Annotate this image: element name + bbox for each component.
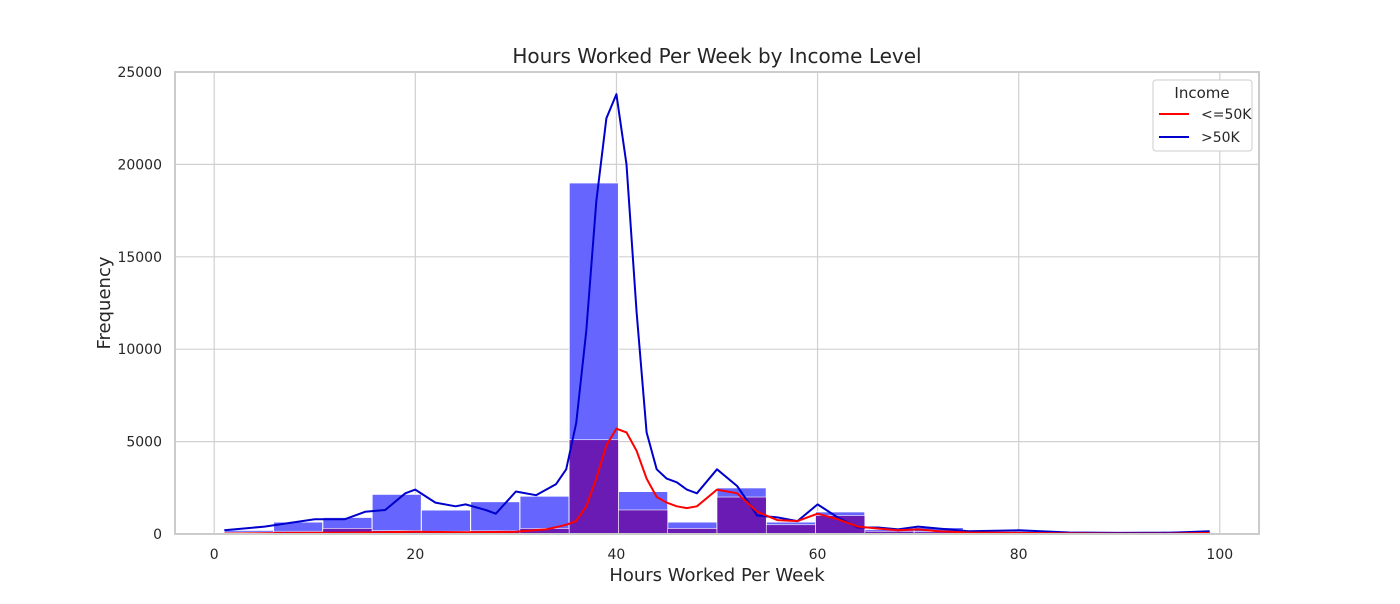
bar-le50k <box>618 510 667 534</box>
x-tick-label: 40 <box>608 547 626 563</box>
x-axis-label: Hours Worked Per Week <box>609 565 825 586</box>
plot-frame <box>175 72 1259 534</box>
bar-gt50k <box>421 510 470 534</box>
bars-layer <box>224 183 1209 534</box>
ticks-layer: 0 20 40 60 80 100 0 5000 10000 15000 20000 25000 <box>117 65 1233 563</box>
kde-line-gt50k <box>224 94 1209 533</box>
x-tick-label: 60 <box>809 547 827 563</box>
y-tick-label: 0 <box>153 527 162 543</box>
y-tick-label: 25000 <box>117 65 162 81</box>
legend: Income <=50K >50K <box>1153 80 1252 151</box>
chart-title: Hours Worked Per Week by Income Level <box>512 44 921 68</box>
y-axis-label: Frequency <box>94 256 115 349</box>
grid-layer <box>175 72 1259 534</box>
x-tick-label: 100 <box>1206 547 1233 563</box>
bar-gt50k <box>471 502 520 534</box>
y-tick-label: 15000 <box>117 250 162 266</box>
legend-label-gt50k: >50K <box>1201 130 1241 146</box>
y-tick-label: 20000 <box>117 157 162 173</box>
bar-le50k <box>766 525 815 534</box>
legend-title: Income <box>1174 84 1229 102</box>
y-tick-label: 10000 <box>117 342 162 358</box>
y-tick-label: 5000 <box>126 435 162 451</box>
kde-layer <box>224 94 1209 533</box>
x-tick-label: 20 <box>406 547 424 563</box>
x-tick-label: 0 <box>210 547 219 563</box>
x-tick-label: 80 <box>1010 547 1028 563</box>
legend-label-le50k: <=50K <box>1201 107 1252 123</box>
